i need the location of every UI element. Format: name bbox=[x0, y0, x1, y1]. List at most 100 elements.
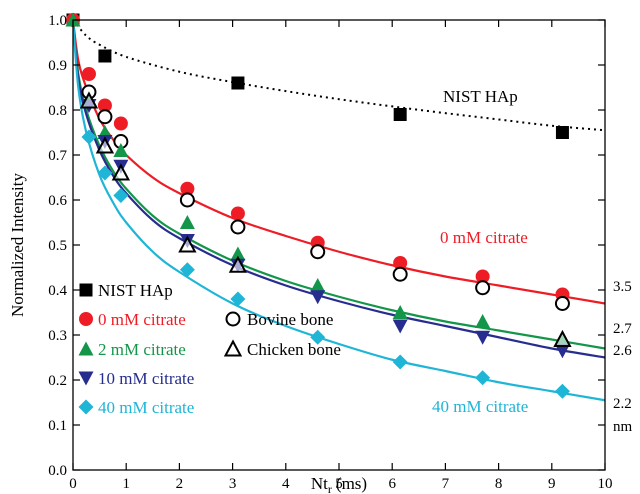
fit-curve-2 bbox=[71, 19, 606, 350]
marker-series0-point-4 bbox=[555, 126, 569, 139]
marker-series1-point-3 bbox=[113, 116, 128, 131]
marker-series6-point-0 bbox=[79, 91, 99, 109]
marker-series3-point-7 bbox=[475, 330, 491, 345]
y-tick-label-1: 0.1 bbox=[48, 418, 67, 434]
marker-series4-point-6 bbox=[392, 354, 408, 370]
marker-series5-point-1 bbox=[97, 109, 113, 125]
marker-series1-point-8 bbox=[475, 269, 490, 284]
legend-marker-5 bbox=[225, 311, 241, 327]
marker-series2-point-8 bbox=[475, 314, 491, 328]
legend-label-0mm: 0 mM citrate bbox=[98, 310, 186, 329]
marker-series4-point-8 bbox=[554, 383, 570, 399]
legend-marker-2 bbox=[78, 341, 94, 356]
marker-series0-point-1 bbox=[98, 49, 112, 63]
y-tick-label-7: 0.7 bbox=[48, 148, 67, 164]
y-tick-label-8: 0.8 bbox=[48, 103, 67, 119]
x-tick-label-9: 9 bbox=[548, 476, 556, 492]
fit-curve-3 bbox=[71, 19, 606, 359]
x-tick-label-10: 10 bbox=[598, 476, 613, 492]
x-tick-label-1: 1 bbox=[122, 476, 130, 492]
x-tick-label-8: 8 bbox=[495, 476, 503, 492]
x-tick-label-2: 2 bbox=[176, 476, 184, 492]
legend-label-nist: NIST HAp bbox=[98, 281, 173, 300]
marker-series5-point-7 bbox=[475, 280, 491, 296]
x-tick-label-3: 3 bbox=[229, 476, 237, 492]
annotation-0mm: 0 mM citrate bbox=[440, 228, 528, 247]
marker-series6-point-5 bbox=[553, 329, 572, 347]
annotation-nist: NIST HAp bbox=[443, 87, 518, 106]
legend-marker-4 bbox=[78, 399, 94, 415]
y-tick-label-6: 0.6 bbox=[48, 193, 67, 209]
y-axis-title: Normalized Intensity bbox=[8, 173, 27, 317]
legend-label-bovine: Bovine bone bbox=[247, 310, 333, 329]
x-tick-label-7: 7 bbox=[442, 476, 450, 492]
right-label-1: 2.7 bbox=[613, 321, 632, 337]
legend-markers bbox=[78, 283, 243, 415]
right-label-2: 2.6 bbox=[613, 343, 632, 359]
marker-series5-point-8 bbox=[554, 296, 570, 311]
marker-series5-point-5 bbox=[310, 244, 326, 260]
x-tick-label-6: 6 bbox=[388, 476, 396, 492]
marker-series6-point-4 bbox=[228, 255, 248, 273]
marker-series4-point-1 bbox=[97, 165, 113, 181]
marker-series1-point-7 bbox=[393, 256, 408, 270]
x-axis-title-unit: (ms) bbox=[336, 474, 367, 493]
right-label-0: 3.5 bbox=[613, 279, 632, 295]
y-tick-label-2: 0.2 bbox=[48, 373, 67, 389]
right-label-4: nm bbox=[613, 419, 633, 435]
marker-series1-point-5 bbox=[230, 206, 245, 221]
fit-curve-4 bbox=[71, 19, 606, 402]
marker-series3-point-5 bbox=[310, 290, 326, 305]
y-tick-label-10: 1.0 bbox=[48, 13, 67, 29]
marker-series6-point-1 bbox=[95, 136, 115, 154]
marker-series1-point-4 bbox=[180, 181, 195, 196]
marker-series2-point-6 bbox=[310, 278, 326, 292]
x-axis-title-main: Nt bbox=[311, 474, 328, 493]
marker-series6-point-2 bbox=[111, 163, 131, 181]
y-tick-label-9: 0.9 bbox=[48, 58, 67, 74]
marker-series4-point-2 bbox=[113, 188, 129, 203]
fit-curve-1 bbox=[71, 19, 606, 305]
marker-series6-point-3 bbox=[178, 235, 197, 253]
legend-marker-6 bbox=[223, 339, 243, 357]
x-tick-label-0: 0 bbox=[69, 476, 77, 492]
legend-label-10mm: 10 mM citrate bbox=[98, 369, 194, 388]
x-axis-title-subscript: r bbox=[328, 482, 332, 494]
y-tick-label-5: 0.5 bbox=[48, 238, 67, 254]
marker-series5-point-4 bbox=[230, 219, 246, 235]
legend-label-chicken: Chicken bone bbox=[247, 340, 341, 359]
legend-marker-1 bbox=[79, 312, 93, 326]
marker-series0-point-2 bbox=[231, 76, 245, 90]
marker-series2-point-4 bbox=[179, 215, 195, 229]
marker-series5-point-3 bbox=[179, 192, 195, 208]
marker-series2-point-5 bbox=[230, 246, 246, 261]
marker-series4-point-4 bbox=[230, 291, 246, 307]
legend-label-40mm: 40 mM citrate bbox=[98, 398, 194, 417]
annotation-40mm: 40 mM citrate bbox=[432, 397, 528, 416]
legend-marker-0 bbox=[79, 283, 93, 297]
marker-series3-point-8 bbox=[554, 344, 570, 359]
x-tick-label-4: 4 bbox=[282, 476, 290, 492]
y-tick-label-3: 0.3 bbox=[48, 328, 67, 344]
marker-series2-point-3 bbox=[113, 143, 129, 157]
y-tick-label-0: 0.0 bbox=[48, 463, 67, 479]
marker-series4-point-3 bbox=[179, 262, 195, 278]
y-tick-label-4: 0.4 bbox=[48, 283, 67, 299]
marker-series1-point-1 bbox=[81, 67, 96, 81]
marker-series5-point-6 bbox=[392, 266, 408, 282]
legend: NIST HAp 0 mM citrate 2 mM citrate 10 mM… bbox=[78, 281, 341, 417]
x-tick-label-5: 5 bbox=[335, 476, 343, 492]
legend-label-2mm: 2 mM citrate bbox=[98, 340, 186, 359]
axis-ticks: 0 1 2 3 4 5 6 7 8 9 10 0.0 0.1 0.2 0.3 0.4 0.5 0.6 0.7 0.8 0… bbox=[48, 13, 612, 492]
marker-series3-point-6 bbox=[392, 319, 408, 334]
marker-series2-point-7 bbox=[392, 305, 408, 319]
legend-marker-3 bbox=[78, 371, 94, 386]
marker-series0-point-3 bbox=[393, 108, 407, 121]
right-label-3: 2.2 bbox=[613, 396, 632, 412]
fit-curve-0 bbox=[72, 19, 606, 132]
x-axis-title: Ntr (ms) bbox=[311, 474, 367, 494]
marker-series4-point-0 bbox=[81, 129, 97, 145]
marker-series4-point-7 bbox=[475, 370, 491, 386]
marker-series4-point-5 bbox=[310, 329, 326, 345]
